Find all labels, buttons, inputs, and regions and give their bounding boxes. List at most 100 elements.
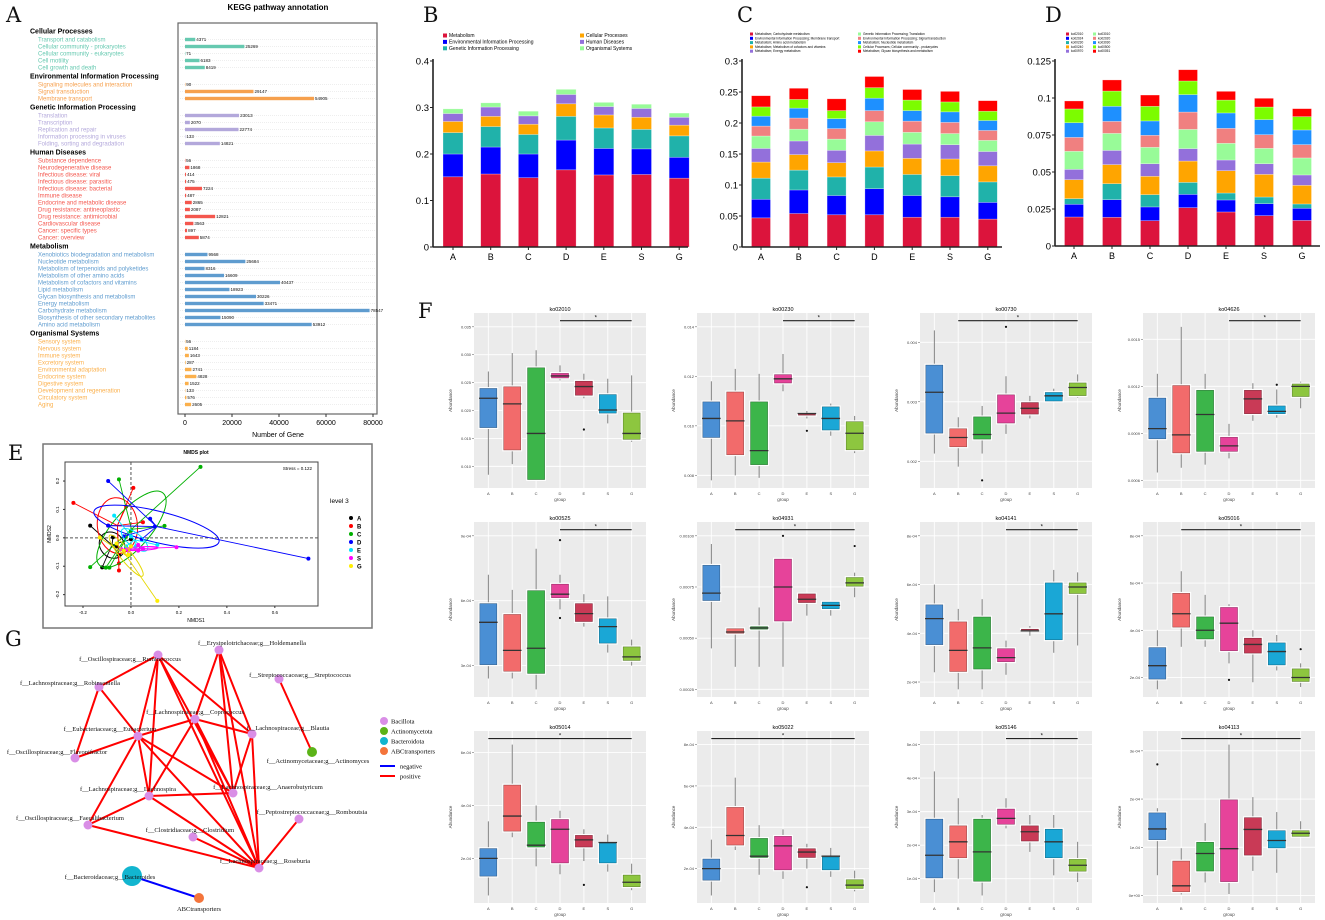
legend-swatch xyxy=(750,49,753,53)
legend-label: Metabolism; Glycan biosynthesis and meta… xyxy=(863,49,933,53)
x-tick-label: B xyxy=(796,252,802,262)
bar-segment xyxy=(1102,133,1122,151)
pathway-label: Replication and repair xyxy=(38,128,96,134)
category-header: Environmental Information Processing xyxy=(30,74,159,81)
legend-marker xyxy=(349,532,353,536)
pathway-label: Neurodegenerative disease xyxy=(38,166,112,172)
network-edge-positive xyxy=(87,824,260,869)
bar-segment xyxy=(1216,99,1236,114)
y-tick-label: 0.020 xyxy=(461,408,472,413)
legend-label: ko02020 xyxy=(1098,36,1110,40)
box-outline xyxy=(598,618,617,644)
x-tick-label: D xyxy=(563,252,570,262)
box xyxy=(1242,816,1263,857)
legend-swatch xyxy=(858,45,861,49)
bar-segment xyxy=(902,216,923,248)
network-edge-positive xyxy=(148,792,234,797)
legend-swatch xyxy=(858,32,861,36)
x-tick-label: E xyxy=(583,491,586,496)
box-outline xyxy=(774,558,792,622)
box-outline xyxy=(479,848,498,877)
bar-segment xyxy=(1216,112,1236,129)
x-tick-label: G xyxy=(1076,491,1079,496)
outlier-point xyxy=(1227,678,1231,681)
boxplot-panel-ko00730: 0.002 0.003 0.004 A B C D E S G *ko00730 group Abund… xyxy=(894,307,1092,502)
box-outline xyxy=(1068,582,1087,594)
legend-swatch xyxy=(858,36,861,40)
node-label: f__Oscillospiraceae;g__Faecalibacterium xyxy=(16,815,124,822)
pathway-label: Nucleotide metabolism xyxy=(38,260,99,266)
x-tick-label: D xyxy=(1185,251,1192,261)
box-outline xyxy=(479,603,498,666)
box-outline xyxy=(750,401,768,465)
panel-label-c: C xyxy=(737,3,753,27)
bar-segment xyxy=(826,110,847,119)
network-edge-positive xyxy=(157,654,253,735)
legend-label: Genetic Information Processing xyxy=(449,46,519,52)
bar-segment xyxy=(631,103,652,109)
significance-label: * xyxy=(595,525,598,531)
pathway-label: Substance dependence xyxy=(38,159,102,165)
bar-segment xyxy=(977,100,998,112)
boxplot-panel-ko00230: 0.008 0.010 0.012 0.014 A B C D E S G * ko00230 group… xyxy=(671,307,869,502)
box-outline xyxy=(973,818,991,882)
x-tick-label: D xyxy=(871,252,878,262)
pathway-label: Environmental adaptation xyxy=(38,368,106,374)
significance-label: * xyxy=(559,734,562,740)
bar-value-label: 29147 xyxy=(254,89,267,94)
pathway-label: Sensory system xyxy=(38,340,81,346)
y-tick-label: 2e-04 xyxy=(907,680,918,685)
y-axis-label: Abundance xyxy=(671,598,676,621)
significance-label: * xyxy=(1017,316,1020,322)
y-axis-label: Abundance xyxy=(448,598,453,621)
panel-label-f: F xyxy=(418,299,433,323)
sample-point xyxy=(155,598,160,603)
legend-label: Metabolism; Metabolism of cofactors and … xyxy=(755,45,826,49)
pathway-label: Metabolism of terpenoids and polyketides xyxy=(38,267,148,273)
x-tick-label: B xyxy=(1180,491,1183,496)
bar-value-label: 56 xyxy=(186,158,192,163)
legend-marker xyxy=(349,564,353,568)
y-tick-label: 0.003 xyxy=(907,399,918,404)
x-tick-label: D xyxy=(782,906,785,911)
legend-swatch xyxy=(750,36,753,40)
x-tick-label: G xyxy=(1299,700,1302,705)
bar-segment xyxy=(1178,160,1198,183)
bar-segment xyxy=(826,149,847,163)
bar-segment xyxy=(593,127,615,149)
bar-segment xyxy=(902,99,923,111)
bar-segment xyxy=(631,174,652,248)
legend-swatch xyxy=(750,41,753,45)
bar-value-label: 2605 xyxy=(192,402,203,407)
box-outline xyxy=(845,421,864,451)
bar-value-label: 78547 xyxy=(371,308,384,313)
bar-segment xyxy=(751,198,771,219)
bar-value-label: 23013 xyxy=(240,113,253,118)
network-edge-positive xyxy=(137,735,150,797)
pathway-label: Endocrine and metabolic disease xyxy=(38,201,127,207)
x-tick-label: A xyxy=(710,906,713,911)
pathway-label: Nervous system xyxy=(38,347,81,353)
x-tick-label: D xyxy=(1005,700,1008,705)
x-tick-label: A xyxy=(487,906,490,911)
y-tick-label: 0.25 xyxy=(720,88,739,99)
bar-segment xyxy=(1140,120,1160,136)
bar-segment xyxy=(442,113,464,122)
chart-title: NMDS plot xyxy=(183,450,209,456)
y-tick-label: 0.075 xyxy=(1027,131,1051,142)
legend-swatch xyxy=(1093,45,1096,49)
y-tick-label: 0.0 xyxy=(55,534,60,541)
sample-point xyxy=(107,565,112,570)
panel-label-e: E xyxy=(8,441,23,465)
bar-segment xyxy=(940,216,960,248)
network-edge-positive xyxy=(74,735,139,759)
bar-segment xyxy=(1140,194,1160,208)
y-tick-label: 6e-04 xyxy=(461,750,472,755)
bar-segment xyxy=(668,135,690,158)
y-axis-label: Abundance xyxy=(1117,805,1122,828)
spider-line xyxy=(140,546,177,549)
network-edge-positive xyxy=(98,686,139,737)
box-outline xyxy=(1172,385,1191,454)
network-edge-positive xyxy=(98,654,159,688)
legend-swatch xyxy=(443,33,447,38)
